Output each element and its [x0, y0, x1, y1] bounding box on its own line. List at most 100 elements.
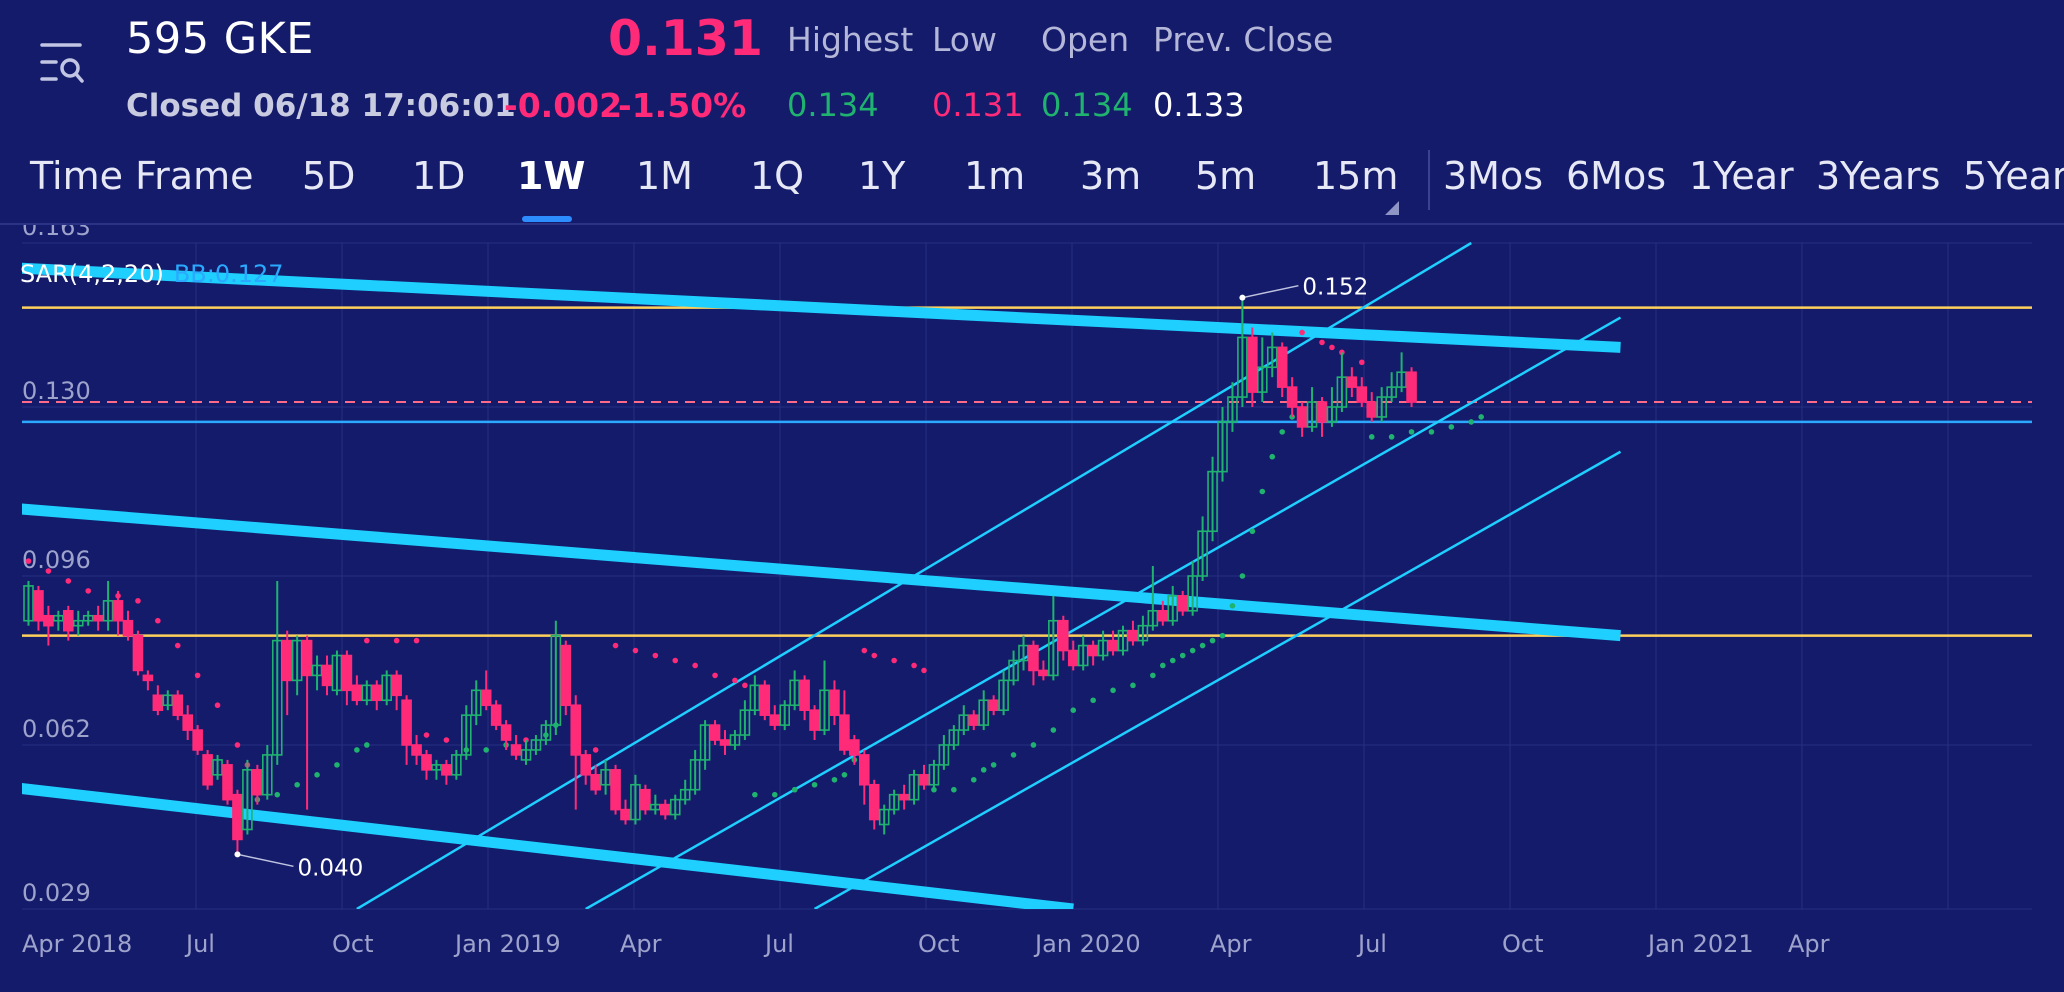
candle-down [112, 600, 124, 622]
candle-up [1137, 624, 1149, 642]
active-tab-indicator [522, 216, 572, 222]
sar-dot [1229, 603, 1236, 609]
candle-up [242, 769, 253, 831]
candle-down [92, 614, 104, 622]
candle-up [878, 808, 890, 826]
y-tick-label: 0.130 [22, 377, 91, 405]
sar-indicator-label: SAR(4,2,20) [20, 260, 164, 288]
sar-dot [1428, 429, 1435, 435]
range-3mos[interactable]: 3Mos [1443, 154, 1544, 198]
candle-down [182, 714, 193, 731]
candle-down [1157, 609, 1169, 622]
candle-down [1406, 371, 1417, 403]
candle-up [212, 759, 223, 776]
tab-1m-month[interactable]: 1M [636, 154, 693, 198]
candle-down [1038, 669, 1049, 677]
candle-down [252, 769, 263, 796]
sar-dot [1319, 339, 1325, 346]
candle-down [570, 704, 582, 756]
candle-down [411, 744, 422, 756]
sar-dot [841, 772, 848, 778]
x-tick-label: Oct [1502, 930, 1544, 958]
menu-search-icon[interactable] [40, 40, 86, 88]
candle-up [460, 714, 472, 756]
sar-dot [1169, 657, 1176, 664]
tab-1d[interactable]: 1D [412, 154, 466, 198]
candle-up [53, 614, 64, 622]
sar-dot [214, 702, 221, 709]
candle-down [1356, 386, 1368, 403]
sar-dot [1110, 687, 1116, 694]
sar-dot [712, 672, 718, 679]
candle-up [729, 734, 741, 746]
x-tick-label: Apr 2018 [22, 930, 132, 958]
candle-down [401, 699, 412, 746]
tab-separator [1428, 150, 1430, 210]
candle-down [610, 769, 621, 811]
tab-1m-minute[interactable]: 1m [964, 154, 1026, 198]
sar-dot [1070, 707, 1077, 713]
sar-dot [732, 677, 738, 684]
sar-dot [135, 598, 141, 604]
candle-up [1147, 609, 1159, 627]
tab-1q[interactable]: 1Q [750, 154, 805, 198]
sar-dot [174, 642, 181, 649]
candle-down [490, 704, 502, 726]
sar-dot [771, 791, 778, 798]
candle-up [1237, 336, 1248, 398]
tab-5d[interactable]: 5D [302, 154, 356, 198]
candle-up [1197, 530, 1208, 577]
tab-5m[interactable]: 5m [1195, 154, 1257, 198]
sar-dot [1279, 429, 1285, 435]
sar-dot [742, 682, 748, 689]
x-tick-label: Oct [332, 930, 374, 958]
candle-up [669, 798, 681, 816]
candlestick-chart[interactable]: 0.163 0.130 0.096 0.062 0.029 Apr 2018 Jul Oct J… [0, 225, 2064, 992]
candle-up [1167, 595, 1179, 622]
stat-low-value: 0.131 [932, 86, 1024, 124]
sar-dot [155, 617, 161, 624]
candle-down [849, 739, 860, 756]
candle-up [1008, 659, 1019, 682]
sar-dot [970, 776, 977, 783]
tab-15m[interactable]: 15m [1313, 154, 1399, 198]
plot-layer [22, 241, 2032, 909]
candle-down [62, 609, 74, 632]
x-tick-label: Jul [184, 930, 215, 958]
candle-up [1048, 619, 1059, 677]
candle-up [1306, 401, 1318, 428]
tab-1y[interactable]: 1Y [858, 154, 906, 198]
sar-dot [692, 662, 698, 669]
range-3years[interactable]: 3Years [1816, 154, 1941, 198]
range-6mos[interactable]: 6Mos [1566, 154, 1667, 198]
candle-up [699, 724, 711, 761]
candle-down [719, 739, 731, 746]
last-price: 0.131 [608, 10, 763, 67]
candle-up [530, 739, 542, 751]
candle-down [172, 694, 184, 716]
tab-1w[interactable]: 1W [517, 154, 586, 198]
sar-dot [1259, 488, 1266, 495]
candle-down [232, 793, 243, 841]
range-5year[interactable]: 5Year [1963, 154, 2064, 198]
candle-down [968, 714, 980, 726]
candle-up [1227, 396, 1238, 423]
sar-dot [364, 742, 370, 748]
candle-down [1247, 336, 1258, 393]
trend-line-thick [22, 503, 1621, 642]
chart-area[interactable]: 0.163 0.130 0.096 0.062 0.029 Apr 2018 Jul Oct J… [0, 225, 2064, 992]
candle-down [809, 709, 820, 731]
range-1year[interactable]: 1Year [1689, 154, 1794, 198]
candle-up [1018, 644, 1029, 662]
sar-dot [990, 762, 997, 768]
x-tick-label: Oct [918, 930, 960, 958]
sar-dot [1359, 359, 1365, 366]
candle-up [630, 783, 641, 821]
sar-dot [1388, 434, 1395, 440]
candle-up [928, 764, 940, 786]
tab-3m[interactable]: 3m [1080, 154, 1142, 198]
candle-up [679, 788, 691, 801]
more-options-corner-icon[interactable] [1385, 201, 1399, 215]
trend-line-thin [585, 316, 1622, 909]
candle-up [819, 689, 830, 731]
